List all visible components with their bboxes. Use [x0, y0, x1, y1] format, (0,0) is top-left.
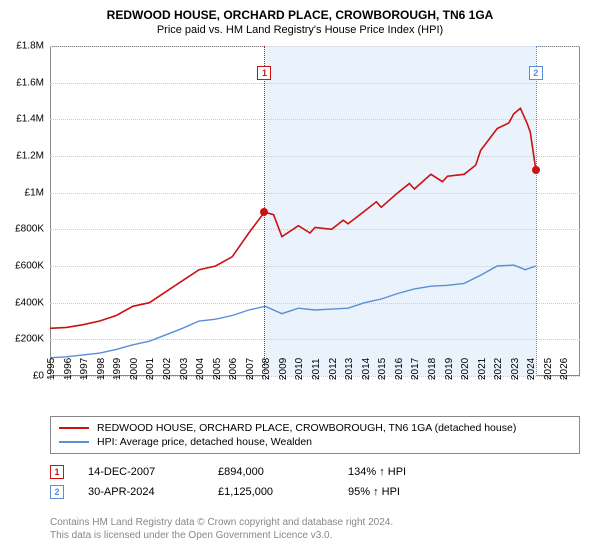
legend-label: HPI: Average price, detached house, Weal… [97, 436, 312, 448]
x-tick-label: 2005 [212, 358, 223, 380]
x-tick-label: 2006 [228, 358, 239, 380]
event-vline [536, 46, 537, 376]
x-tick-label: 2012 [328, 358, 339, 380]
x-tick-label: 1995 [46, 358, 57, 380]
x-tick-label: 2003 [179, 358, 190, 380]
line-series [50, 46, 580, 376]
x-tick-label: 2001 [145, 358, 156, 380]
annotation-price: £894,000 [218, 466, 348, 478]
footer-attribution: Contains HM Land Registry data © Crown c… [50, 516, 580, 542]
x-tick-label: 2004 [195, 358, 206, 380]
x-tick-label: 1996 [63, 358, 74, 380]
annotation-price: £1,125,000 [218, 486, 348, 498]
annotation-delta: 95% ↑ HPI [348, 486, 478, 498]
x-tick-label: 1997 [79, 358, 90, 380]
y-tick-label: £1.8M [16, 41, 50, 52]
chart-title: REDWOOD HOUSE, ORCHARD PLACE, CROWBOROUG… [0, 0, 600, 22]
y-tick-label: £400K [15, 297, 50, 308]
x-tick-label: 2020 [460, 358, 471, 380]
x-tick-label: 2002 [162, 358, 173, 380]
event-label-box: 1 [257, 66, 271, 80]
x-tick-label: 1999 [112, 358, 123, 380]
chart-subtitle: Price paid vs. HM Land Registry's House … [0, 22, 600, 42]
annotation-delta: 134% ↑ HPI [348, 466, 478, 478]
x-tick-label: 2016 [394, 358, 405, 380]
x-tick-label: 2024 [526, 358, 537, 380]
chart-container: REDWOOD HOUSE, ORCHARD PLACE, CROWBOROUG… [0, 0, 600, 560]
x-tick-label: 2010 [294, 358, 305, 380]
annotation-marker-box: 1 [50, 465, 64, 479]
x-tick-label: 2019 [444, 358, 455, 380]
x-tick-label: 2011 [311, 358, 322, 380]
y-tick-label: £200K [15, 334, 50, 345]
annotation-row: 1 14-DEC-2007 £894,000 134% ↑ HPI [50, 462, 580, 482]
footer-line: Contains HM Land Registry data © Crown c… [50, 516, 580, 529]
y-tick-label: £1M [25, 187, 50, 198]
legend-swatch [59, 427, 89, 429]
x-tick-label: 2026 [559, 358, 570, 380]
x-tick-label: 1998 [96, 358, 107, 380]
y-tick-label: £1.2M [16, 151, 50, 162]
series-line [50, 108, 536, 328]
legend: REDWOOD HOUSE, ORCHARD PLACE, CROWBOROUG… [50, 416, 580, 454]
x-tick-label: 2014 [361, 358, 372, 380]
y-tick-label: £1.4M [16, 114, 50, 125]
legend-swatch [59, 441, 89, 443]
annotation-marker-box: 2 [50, 485, 64, 499]
x-tick-label: 2009 [278, 358, 289, 380]
x-tick-label: 2007 [245, 358, 256, 380]
x-tick-label: 2018 [427, 358, 438, 380]
x-tick-label: 2017 [410, 358, 421, 380]
x-tick-label: 2000 [129, 358, 140, 380]
x-tick-label: 2022 [493, 358, 504, 380]
y-tick-label: £600K [15, 261, 50, 272]
y-tick-label: £800K [15, 224, 50, 235]
x-tick-label: 2023 [510, 358, 521, 380]
annotation-table: 1 14-DEC-2007 £894,000 134% ↑ HPI 2 30-A… [50, 462, 580, 502]
x-tick-label: 2015 [377, 358, 388, 380]
legend-item: HPI: Average price, detached house, Weal… [59, 435, 571, 449]
x-tick-label: 2008 [261, 358, 272, 380]
event-marker-dot [260, 208, 268, 216]
event-marker-dot [532, 166, 540, 174]
annotation-date: 30-APR-2024 [88, 486, 218, 498]
legend-label: REDWOOD HOUSE, ORCHARD PLACE, CROWBOROUG… [97, 422, 516, 434]
event-label-box: 2 [529, 66, 543, 80]
x-tick-label: 2025 [543, 358, 554, 380]
legend-item: REDWOOD HOUSE, ORCHARD PLACE, CROWBOROUG… [59, 421, 571, 435]
x-tick-label: 2013 [344, 358, 355, 380]
plot-area: 12 £0£200K£400K£600K£800K£1M£1.2M£1.4M£1… [50, 46, 580, 376]
annotation-row: 2 30-APR-2024 £1,125,000 95% ↑ HPI [50, 482, 580, 502]
x-tick-label: 2021 [477, 358, 488, 380]
y-tick-label: £1.6M [16, 77, 50, 88]
annotation-date: 14-DEC-2007 [88, 466, 218, 478]
footer-line: This data is licensed under the Open Gov… [50, 529, 580, 542]
